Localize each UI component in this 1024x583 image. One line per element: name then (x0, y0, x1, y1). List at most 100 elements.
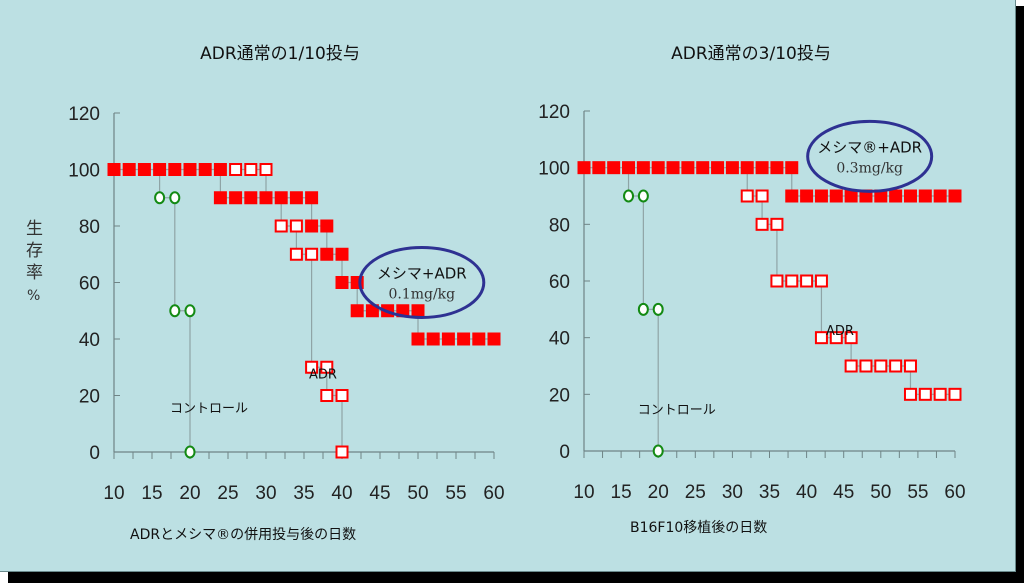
open-square-marker (889, 359, 903, 373)
filled-square-marker (770, 161, 784, 175)
open-square-marker (320, 389, 334, 402)
ylabel-char-2: 率 (26, 263, 43, 283)
dose-label: 0.3mg/kg (836, 160, 903, 176)
y-tick-label: 0 (559, 442, 570, 463)
x-tick-label: 35 (759, 482, 780, 503)
open-square-marker (933, 387, 947, 401)
y-tick-label: 0 (89, 443, 100, 464)
filled-square-marker (636, 161, 650, 175)
y-tick-label: 120 (68, 104, 100, 125)
annotation-label: メシマ+ADR (377, 265, 467, 283)
chart-title: ADR通常の3/10投与 (671, 44, 831, 64)
x-tick-label: 20 (179, 483, 200, 504)
open-square-marker (903, 387, 917, 401)
highlight-ellipse (358, 246, 486, 319)
annotation-label: コントロール (638, 403, 716, 418)
x-axis-label: B16F10移植後の日数 (630, 520, 767, 536)
x-axis-label: ADRとメシマ®の併用投与後の日数 (130, 527, 356, 543)
filled-square-marker (933, 189, 947, 203)
x-tick-label: 15 (141, 483, 162, 504)
filled-square-marker (592, 161, 606, 175)
filled-square-marker (829, 189, 843, 203)
open-circle-marker (169, 191, 181, 205)
x-tick-label: 40 (796, 482, 817, 503)
filled-square-marker (411, 332, 425, 346)
x-tick-label: 60 (944, 482, 965, 503)
filled-square-marker (948, 189, 962, 203)
open-circle-marker (637, 189, 649, 203)
y-tick-label: 20 (549, 385, 570, 406)
filled-square-marker (487, 332, 501, 346)
series-1 (740, 189, 962, 401)
open-circle-marker (184, 304, 196, 318)
x-tick-label: 25 (217, 483, 238, 504)
filled-square-marker (137, 163, 151, 176)
y-tick-label: 80 (79, 217, 100, 238)
filled-square-marker (651, 161, 665, 175)
open-square-marker (755, 189, 769, 203)
open-circle-marker (154, 191, 166, 205)
open-circle-marker (652, 444, 664, 458)
filled-square-marker (472, 332, 486, 346)
series-0 (154, 191, 196, 459)
chart-right: ADR通常の3/10投与 0 20 40 60 80 100 120 10 15 20 25 30 35 4… (538, 44, 965, 536)
open-square-marker (785, 274, 799, 288)
filled-square-marker (622, 161, 636, 175)
filled-square-marker (607, 161, 621, 175)
open-square-marker (829, 331, 843, 345)
open-circle-marker (637, 302, 649, 316)
open-square-marker (305, 360, 319, 374)
y-tick-label: 120 (538, 102, 570, 123)
filled-square-marker (740, 161, 754, 175)
filled-square-marker (696, 161, 710, 175)
open-square-marker (844, 359, 858, 373)
filled-square-marker (320, 219, 334, 233)
open-square-marker (305, 247, 319, 261)
filled-square-marker (844, 189, 858, 203)
filled-square-marker (918, 189, 932, 203)
x-tick-label: 45 (369, 483, 390, 504)
open-square-marker (229, 163, 243, 176)
open-square-marker (844, 331, 858, 345)
y-tick-label: 20 (79, 387, 100, 408)
filled-square-marker (889, 189, 903, 203)
filled-square-marker (666, 161, 680, 175)
y-tick-label: 40 (79, 330, 100, 351)
x-tick-label: 35 (293, 483, 314, 504)
open-square-marker (903, 359, 917, 373)
open-square-marker (274, 219, 288, 233)
y-tick-label: 60 (549, 272, 570, 293)
y-tick-label: 60 (79, 274, 100, 295)
open-square-marker (859, 359, 873, 373)
open-square-marker (814, 331, 828, 345)
dose-label: 0.1mg/kg (388, 287, 455, 303)
x-tick-label: 55 (445, 483, 466, 504)
filled-square-marker (229, 191, 243, 205)
filled-square-marker (259, 191, 273, 205)
open-square-marker (918, 387, 932, 401)
filled-square-marker (213, 163, 227, 176)
series-0 (623, 189, 664, 458)
open-square-marker (244, 163, 258, 176)
filled-square-marker (725, 161, 739, 175)
open-square-marker (259, 163, 273, 176)
x-tick-label: 45 (833, 482, 854, 503)
open-square-marker (948, 387, 962, 401)
annotation-label: ADR (309, 368, 337, 383)
ylabel-char-1: 存 (26, 241, 43, 261)
x-tick-label: 25 (685, 482, 706, 503)
filled-square-marker (122, 163, 136, 176)
filled-square-marker (183, 163, 197, 176)
filled-square-marker (441, 332, 455, 346)
filled-square-marker (305, 191, 319, 205)
open-square-marker (289, 219, 303, 233)
filled-square-marker (874, 189, 888, 203)
open-square-marker (755, 217, 769, 231)
filled-square-marker (320, 247, 334, 261)
y-tick-label: 40 (549, 329, 570, 350)
annotation-label: メシマ®+ADR (817, 138, 922, 156)
open-square-marker (320, 360, 334, 374)
figure-panel: ADR通常の1/10投与 0 20 40 60 80 100 120 10 15 20 25 30 35 4… (0, 0, 1016, 572)
filled-square-marker (198, 163, 212, 176)
